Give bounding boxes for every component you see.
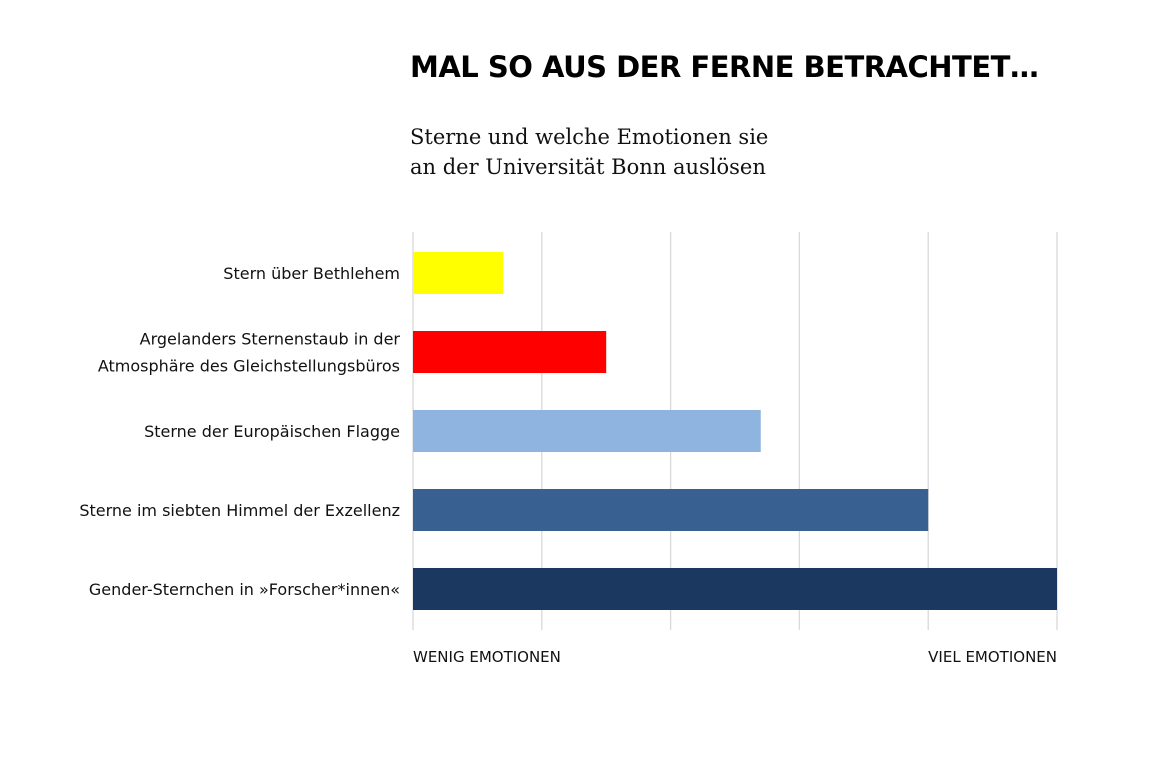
category-label-line: Argelanders Sternenstaub in der <box>140 330 401 349</box>
chart-title: MAL SO AUS DER FERNE BETRACHTET… <box>410 50 1039 84</box>
category-label: Gender-Sternchen in »Forscher*innen« <box>89 580 400 599</box>
bar <box>413 489 929 531</box>
x-axis-max-label: VIEL EMOTIONEN <box>928 648 1057 666</box>
category-label-line: Atmosphäre des Gleichstellungsbüros <box>98 357 400 376</box>
category-label-line: Sterne der Europäischen Flagge <box>144 422 400 441</box>
chart-subtitle: Sterne und welche Emotionen sie an der U… <box>410 125 769 179</box>
category-label-line: Stern über Bethlehem <box>223 264 400 283</box>
category-label: Stern über Bethlehem <box>223 264 400 283</box>
bar <box>413 252 504 294</box>
bar <box>413 410 761 452</box>
x-axis-min-label: WENIG EMOTIONEN <box>413 648 561 666</box>
category-label-line: Sterne im siebten Himmel der Exzellenz <box>79 501 400 520</box>
bar <box>413 568 1057 610</box>
category-label: Sterne der Europäischen Flagge <box>144 422 400 441</box>
category-label-line: Gender-Sternchen in »Forscher*innen« <box>89 580 400 599</box>
category-label: Argelanders Sternenstaub in der Atmosphär… <box>98 330 401 376</box>
category-label: Sterne im siebten Himmel der Exzellenz <box>79 501 400 520</box>
bar <box>413 331 607 373</box>
